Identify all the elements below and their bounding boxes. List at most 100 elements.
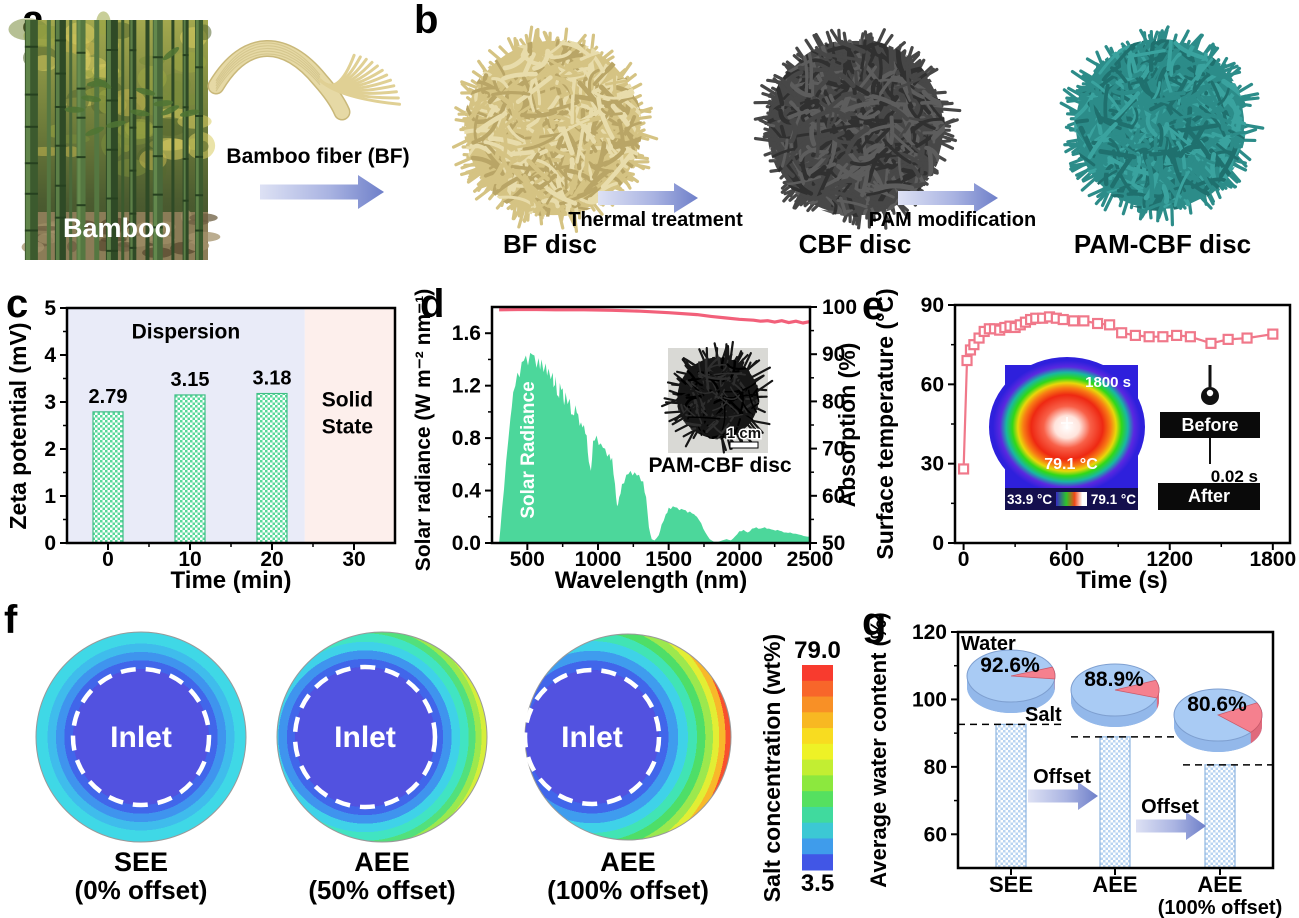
step-label-pam: PAM modification [868, 209, 1037, 231]
shape [600, 129, 612, 155]
shape [825, 193, 857, 217]
shape [500, 156, 513, 174]
before-label: Before [1181, 415, 1238, 435]
data-marker [1184, 331, 1196, 343]
shape [1070, 69, 1092, 85]
shape [555, 39, 566, 47]
shape [1132, 39, 1167, 53]
shape [862, 55, 871, 84]
y2-tick-label: 50 [822, 532, 845, 555]
shape [830, 107, 852, 121]
shape [183, 20, 186, 260]
bamboo-leaf [106, 120, 126, 128]
shape [1181, 85, 1209, 104]
shape [1110, 154, 1134, 189]
shape [508, 143, 535, 150]
shape [747, 419, 762, 437]
shape [1145, 158, 1155, 203]
bamboo-leaf [179, 109, 200, 117]
shape [25, 20, 31, 260]
shape [1144, 95, 1181, 105]
data-marker [1116, 327, 1128, 339]
shape [544, 72, 584, 78]
shape [130, 20, 133, 260]
shape [1059, 101, 1082, 115]
thermal-inset: 1800 s 79.1 °C 33.9 °C 79.1 °C [989, 357, 1145, 510]
shape [475, 113, 506, 134]
pie-salt-side [1250, 715, 1262, 744]
bamboo-stalk [69, 20, 73, 260]
shape [870, 94, 901, 109]
shape [708, 413, 744, 419]
shape [1157, 150, 1164, 192]
bamboo-stalk [171, 20, 175, 260]
shape [1174, 200, 1197, 211]
shape [535, 173, 558, 190]
shape [810, 58, 832, 68]
shape [840, 40, 866, 54]
y-tick-label: 5 [44, 297, 56, 320]
shape [1206, 101, 1226, 131]
colorbar-band [802, 854, 833, 871]
y-tick-label: 1.6 [452, 322, 481, 345]
shape [745, 361, 752, 373]
shape [1235, 82, 1254, 95]
offset-arrow-label: Offset [1141, 796, 1199, 818]
shape [1231, 126, 1246, 150]
shape [600, 107, 623, 116]
shape [1169, 147, 1185, 186]
shape [1115, 80, 1137, 117]
x-tick-label: 600 [1049, 548, 1084, 571]
shape [517, 205, 527, 229]
shape [767, 137, 793, 144]
inlet-label: Inlet [561, 721, 623, 754]
y2-tick-label: 90 [822, 343, 845, 366]
pie-value-label: 92.6% [980, 654, 1040, 677]
shape [921, 89, 945, 109]
shape [582, 134, 602, 150]
shape [153, 20, 158, 260]
y-tick-label: 0 [932, 532, 944, 555]
shape [1166, 115, 1175, 146]
shape [849, 157, 877, 167]
solar-radiance-area [499, 352, 810, 543]
map-offset-aee50: (50% offset) [308, 875, 456, 905]
colorbar-band [802, 775, 833, 792]
shape [825, 95, 844, 112]
shape [1074, 84, 1093, 98]
shape [704, 399, 713, 426]
map-name-see: SEE [113, 847, 169, 877]
shape [491, 90, 531, 97]
shape [591, 140, 607, 180]
shape [908, 115, 932, 121]
gradient-arrow-icon [1028, 782, 1098, 810]
shape [860, 39, 867, 70]
shape [1178, 143, 1202, 159]
x-tick-label: 2500 [787, 548, 834, 571]
shape [882, 207, 888, 230]
x-tick-label: 1000 [575, 548, 622, 571]
shape [676, 370, 689, 376]
shape [1166, 39, 1174, 72]
shape [751, 366, 771, 379]
map-name-aee100: AEE [600, 847, 656, 877]
shape [1210, 152, 1217, 181]
data-marker [957, 463, 970, 475]
panel-letter-b: b [414, 0, 439, 42]
thermal-scale-max: 79.1 °C [1091, 492, 1136, 507]
bar-value-label: 3.18 [253, 368, 292, 390]
shape [1195, 153, 1216, 165]
shape [1074, 92, 1094, 103]
shape [751, 400, 760, 409]
shape [702, 429, 727, 440]
inset-caption: PAM-CBF disc [648, 454, 791, 477]
shape [691, 377, 704, 387]
shape [471, 118, 499, 145]
shape [1160, 177, 1186, 211]
colorbar-min: 3.5 [801, 870, 834, 897]
shape [810, 165, 827, 179]
shape [712, 435, 725, 440]
shape [510, 165, 546, 172]
shape [888, 39, 895, 71]
data-marker [1091, 317, 1104, 330]
